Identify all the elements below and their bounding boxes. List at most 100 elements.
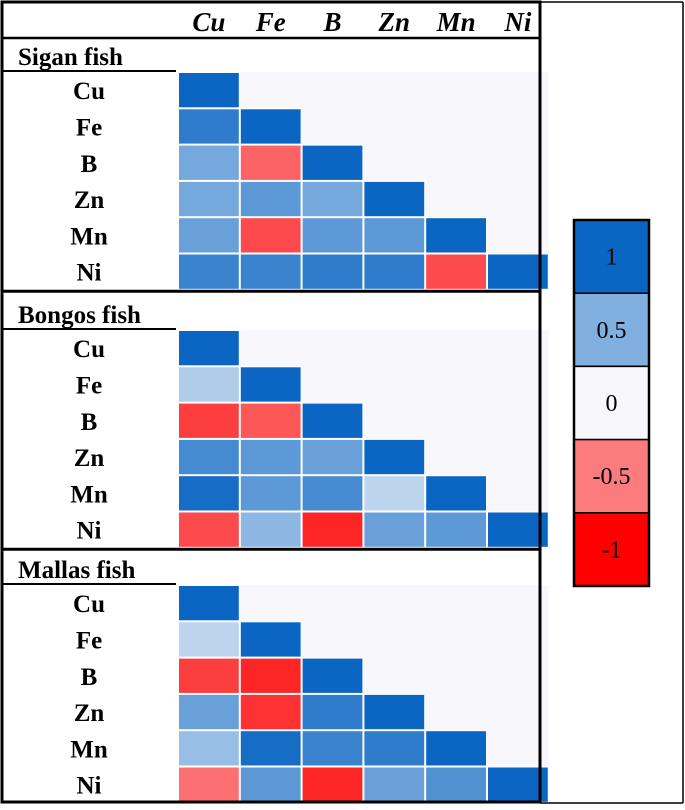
row-label-fe: Fe bbox=[76, 114, 102, 141]
row-label-fe: Fe bbox=[76, 372, 102, 399]
heatmap-cell bbox=[178, 693, 240, 731]
heatmap-cell bbox=[425, 475, 488, 512]
heatmap-cell bbox=[425, 511, 488, 548]
row-label-fe: Fe bbox=[76, 627, 102, 654]
heatmap-cell bbox=[363, 693, 426, 731]
heatmap-cell bbox=[239, 438, 302, 476]
heatmap-cell bbox=[301, 475, 364, 512]
heatmap-cell bbox=[239, 693, 302, 731]
heatmap-cell bbox=[239, 253, 302, 290]
heatmap-cell bbox=[239, 402, 302, 439]
heatmap-cell bbox=[301, 766, 364, 803]
heatmap-cell bbox=[178, 766, 240, 803]
heatmap-cell bbox=[178, 730, 240, 767]
heatmap-cell bbox=[363, 217, 426, 254]
legend-frame bbox=[572, 218, 651, 588]
heatmap-cell bbox=[239, 511, 302, 548]
heatmap-cell bbox=[239, 180, 302, 218]
row-label-mn: Mn bbox=[70, 481, 108, 508]
heatmap-cell bbox=[425, 217, 488, 254]
column-label-fe: Fe bbox=[255, 7, 286, 37]
legend-label: 0 bbox=[606, 391, 618, 417]
heatmap-cell bbox=[178, 144, 240, 181]
heatmap-cell bbox=[239, 621, 302, 658]
heatmap-cell bbox=[178, 217, 240, 254]
group-title-sigan-fish: Sigan fish bbox=[18, 44, 123, 71]
heatmap-cell bbox=[178, 657, 240, 694]
heatmap-cell bbox=[178, 621, 240, 658]
heatmap-cell bbox=[178, 330, 240, 367]
heatmap-cell bbox=[178, 108, 240, 145]
color-legend: 1 0.5 0 -0.5 -1 bbox=[572, 218, 651, 588]
heatmap-cell bbox=[363, 180, 426, 218]
heatmap-cell bbox=[301, 730, 364, 767]
heatmap-cell bbox=[301, 217, 364, 254]
column-label-cu: Cu bbox=[192, 7, 225, 37]
column-label-mn: Mn bbox=[436, 7, 476, 37]
heatmap-cell bbox=[178, 366, 240, 403]
row-label-mn: Mn bbox=[70, 736, 108, 763]
heatmap-cell bbox=[178, 475, 240, 512]
heatmap-cell bbox=[239, 108, 302, 145]
row-label-cu: Cu bbox=[73, 78, 105, 105]
column-label-zn: Zn bbox=[378, 7, 411, 37]
heatmap-cell bbox=[301, 253, 364, 290]
row-label-zn: Zn bbox=[74, 445, 105, 472]
heatmap-cell bbox=[363, 766, 426, 803]
heatmap-cell bbox=[178, 438, 240, 476]
heatmap-cell bbox=[239, 475, 302, 512]
heatmap-cell bbox=[425, 253, 488, 290]
heatmap-cell bbox=[239, 217, 302, 254]
heatmap-cell bbox=[239, 766, 302, 803]
column-label-b: B bbox=[322, 7, 341, 37]
group-title-mallas-fish: Mallas fish bbox=[18, 557, 135, 584]
heatmap-cell bbox=[239, 144, 302, 181]
heatmap-cell bbox=[178, 585, 240, 622]
heatmap-cell bbox=[301, 180, 364, 218]
legend-label: 0.5 bbox=[597, 318, 627, 344]
heatmap-cell bbox=[239, 366, 302, 403]
heatmap-cell bbox=[178, 511, 240, 548]
heatmap-cell bbox=[363, 438, 426, 476]
row-label-cu: Cu bbox=[73, 591, 105, 618]
legend-label: -1 bbox=[602, 537, 622, 563]
column-label-ni: Ni bbox=[503, 7, 531, 37]
legend-label: 1 bbox=[606, 245, 618, 271]
heatmap-labels: Cu Fe B Zn Mn Ni Sigan fish Cu Fe B Zn Mn Ni Bongos f… bbox=[18, 7, 532, 800]
row-label-b: B bbox=[81, 664, 98, 691]
heatmap-cell bbox=[363, 511, 426, 548]
row-label-ni: Ni bbox=[77, 518, 102, 545]
heatmap-cells bbox=[178, 72, 549, 803]
heatmap-cell bbox=[363, 475, 426, 512]
heatmap-cell bbox=[178, 180, 240, 218]
heatmap-cell bbox=[301, 693, 364, 731]
legend-swatch bbox=[573, 438, 650, 514]
row-label-zn: Zn bbox=[74, 187, 105, 214]
row-label-b: B bbox=[81, 409, 98, 436]
row-label-b: B bbox=[81, 151, 98, 178]
heatmap-cell bbox=[363, 253, 426, 290]
heatmap-cell bbox=[178, 253, 240, 290]
chart-frame bbox=[0, 0, 542, 804]
heatmap-cell bbox=[487, 511, 549, 548]
heatmap-cell bbox=[363, 730, 426, 767]
row-label-mn: Mn bbox=[70, 223, 108, 250]
heatmap-cell bbox=[487, 253, 549, 290]
heatmap-cell bbox=[178, 402, 240, 439]
heatmap-cell bbox=[301, 438, 364, 476]
heatmap-cell bbox=[178, 72, 240, 109]
heatmap-cell bbox=[301, 402, 364, 439]
heatmap-cell bbox=[239, 657, 302, 694]
row-label-ni: Ni bbox=[77, 773, 102, 800]
legend-label: -0.5 bbox=[593, 464, 631, 490]
heatmap-cell bbox=[425, 766, 488, 803]
row-label-cu: Cu bbox=[73, 336, 105, 363]
heatmap-cell bbox=[239, 730, 302, 767]
row-label-zn: Zn bbox=[74, 700, 105, 727]
heatmap-cell bbox=[301, 657, 364, 694]
group-title-bongos-fish: Bongos fish bbox=[18, 302, 141, 329]
row-label-ni: Ni bbox=[77, 260, 102, 287]
